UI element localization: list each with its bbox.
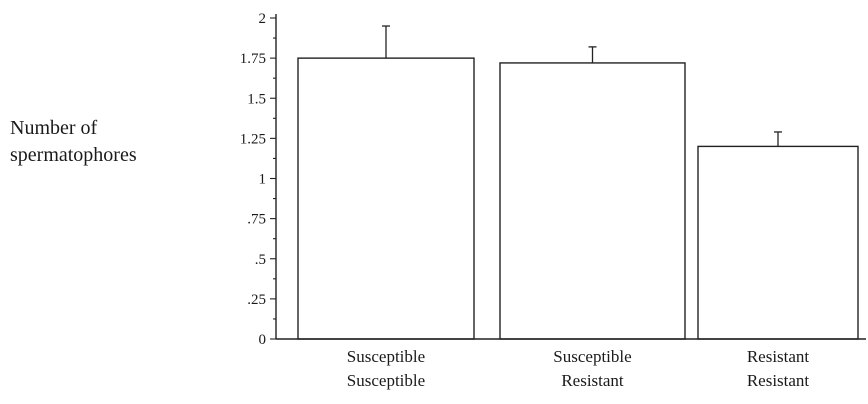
bar bbox=[697, 145, 859, 340]
y-axis-title: Number of spermatophores bbox=[10, 117, 137, 166]
y-tick-label: 2 bbox=[259, 11, 267, 27]
y-tick-label: 1.25 bbox=[240, 131, 266, 147]
error-bar bbox=[588, 46, 597, 63]
x-category-label: Resistant bbox=[747, 371, 810, 390]
bars bbox=[297, 25, 859, 340]
y-tick-label: .75 bbox=[247, 212, 266, 228]
x-category-label: Susceptible bbox=[347, 347, 425, 366]
bar bbox=[499, 62, 686, 340]
x-axis-categories: Susceptible Susceptible Susceptible Resista… bbox=[347, 347, 810, 390]
x-category-label: Susceptible bbox=[553, 347, 631, 366]
y-tick-label: 1.5 bbox=[247, 91, 266, 107]
x-category-label: Susceptible bbox=[347, 371, 425, 390]
y-axis-ticks: 0 .25 .5 .75 1 1.25 1.5 1.75 2 bbox=[240, 11, 276, 348]
y-tick-label: 1 bbox=[259, 172, 267, 188]
error-bar bbox=[774, 131, 782, 147]
x-category-label: Resistant bbox=[747, 347, 810, 366]
y-axis-title-line: Number of bbox=[10, 117, 98, 139]
y-axis-title-line: spermatophores bbox=[10, 144, 137, 166]
x-category-label: Resistant bbox=[561, 371, 624, 390]
y-tick-label: .5 bbox=[255, 252, 266, 268]
y-tick-label: 1.75 bbox=[240, 51, 266, 67]
bar bbox=[297, 57, 475, 340]
y-tick-label: 0 bbox=[259, 332, 267, 348]
y-tick-label: .25 bbox=[247, 292, 266, 308]
error-bar bbox=[382, 25, 390, 59]
